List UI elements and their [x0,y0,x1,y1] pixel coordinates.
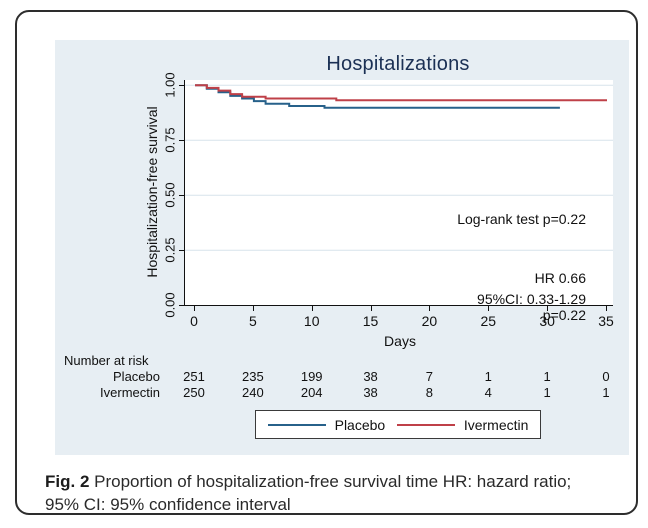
risk-value-placebo-day20: 7 [425,369,434,384]
km-curves-svg [185,84,613,251]
plot-area: Log-rank test p=0.22 HR 0.66 95%CI: 0.33… [184,80,613,323]
legend-label-ivermectin: Ivermectin [463,416,529,433]
y-tick-1.00 [179,85,184,87]
figure-caption-text: Proportion of hospitalization-free survi… [45,472,572,514]
risk-row-label-ivermectin: Ivermectin [100,385,160,400]
risk-value-placebo-day35: 0 [602,369,610,384]
x-tick-label-0: 0 [190,313,198,329]
annotation-ci: 95%CI: 0.33-1.29 [477,291,586,307]
risk-value-ivermectin-day25: 4 [484,385,492,400]
risk-value-ivermectin-day0: 250 [183,385,205,400]
legend-item-placebo: Placebo [267,416,386,433]
x-tick-label-15: 15 [362,313,379,329]
figure-frame: Hospitalizations Hospitalization-free su… [15,10,638,515]
ivermectin-line-swatch [396,423,455,426]
legend-label-placebo: Placebo [334,416,386,433]
x-tick-35 [606,306,607,311]
x-axis-label: Days [384,333,416,349]
risk-value-placebo-day0: 251 [183,369,205,384]
risk-value-ivermectin-day35: 1 [602,385,610,400]
y-tick-0.75 [179,140,184,142]
risk-value-ivermectin-day30: 1 [543,385,551,400]
x-tick-label-25: 25 [480,313,497,329]
x-tick-10 [311,306,313,311]
x-tick-label-20: 20 [421,313,438,329]
placebo-line-swatch [267,423,326,426]
y-tick-0.50 [179,195,184,197]
y-axis-label: Hospitalization-free survival [144,106,160,278]
y-tick-label-0.75: 0.75 [162,127,178,153]
y-tick-label-0.00: 0.00 [162,292,178,318]
annotation-p: p=0.22 [542,307,586,323]
figure-caption: Fig. 2 Proportion of hospitalization-fre… [45,471,590,516]
risk-row-label-placebo: Placebo [113,369,160,384]
ivermectin-curve [195,84,607,102]
y-tick-label-0.25: 0.25 [162,237,178,263]
risk-value-ivermectin-day5: 240 [241,385,264,400]
risk-value-ivermectin-day10: 204 [300,385,323,400]
annotation-hr: HR 0.66 [534,270,586,286]
chart-title: Hospitalizations [326,53,470,75]
x-tick-25 [488,306,490,311]
x-tick-0 [194,306,195,311]
x-tick-label-30: 30 [539,313,555,329]
chart-panel: Hospitalizations Hospitalization-free su… [55,40,629,455]
number-at-risk-header: Number at risk [64,353,149,368]
risk-value-placebo-day30: 1 [543,369,551,384]
x-tick-5 [252,306,254,311]
x-tick-15 [370,306,372,311]
legend: Placebo Ivermectin [255,410,541,439]
risk-value-placebo-day5: 235 [241,369,264,384]
y-tick-0.00 [179,305,184,307]
legend-item-ivermectin: Ivermectin [396,416,529,433]
figure-caption-prefix: Fig. 2 [45,472,90,491]
risk-value-ivermectin-day15: 38 [363,385,378,400]
annotation-logrank: Log-rank test p=0.22 [457,211,586,227]
risk-value-placebo-day10: 199 [300,369,323,384]
x-tick-label-5: 5 [248,313,257,329]
x-tick-30 [547,306,549,311]
y-tick-label-1.00: 1.00 [162,72,178,98]
risk-value-ivermectin-day20: 8 [425,385,434,400]
y-tick-0.25 [179,250,184,252]
y-tick-label-0.50: 0.50 [162,182,178,208]
risk-value-placebo-day25: 1 [484,369,492,384]
x-tick-label-35: 35 [598,313,614,329]
risk-value-placebo-day15: 38 [363,369,378,384]
x-tick-label-10: 10 [303,313,320,329]
x-tick-20 [429,306,431,311]
